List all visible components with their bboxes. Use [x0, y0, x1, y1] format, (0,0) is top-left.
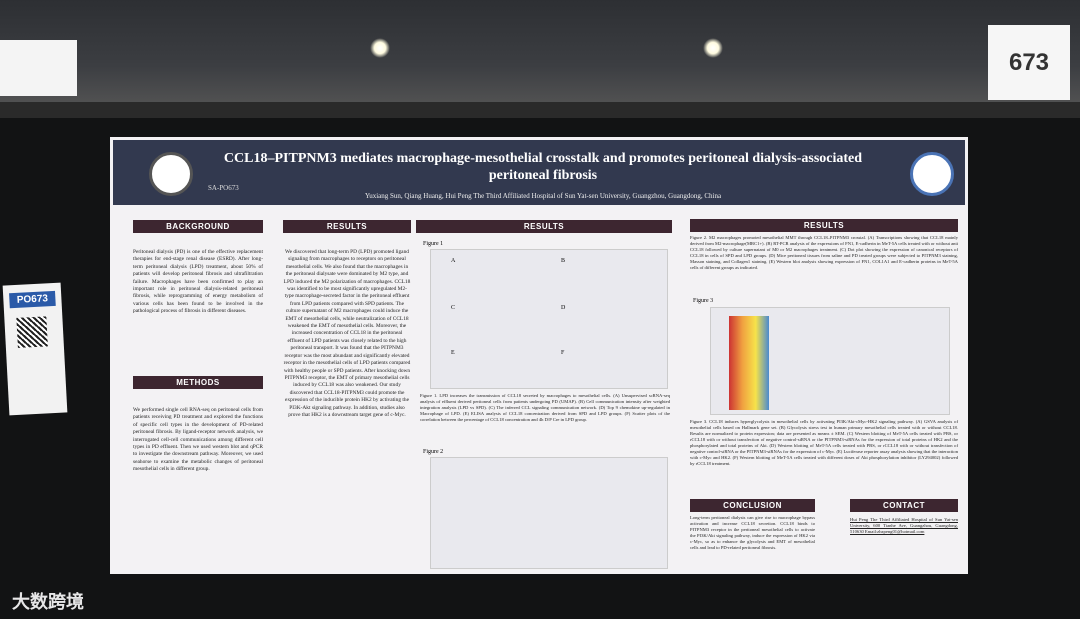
background-text: Peritoneal dialysis (PD) is one of the e… — [133, 249, 263, 315]
figure-caption: Figure 2. M2 macrophages promoted mesoth… — [690, 235, 958, 270]
section-heading: RESULTS — [690, 219, 958, 232]
section-heading: METHODS — [133, 376, 263, 389]
light — [370, 38, 390, 58]
poster-header: CCL18–PITPNM3 mediates macrophage-mesoth… — [113, 140, 965, 205]
light — [703, 38, 723, 58]
qr-code — [16, 316, 48, 348]
figure-2 — [430, 457, 668, 569]
watermark: 大数跨境 — [12, 592, 84, 613]
poster-id: SA-PO673 — [208, 184, 239, 192]
section-heading: RESULTS — [283, 220, 411, 233]
heatmap — [729, 316, 769, 410]
poster-title: CCL18–PITPNM3 mediates macrophage-mesoth… — [223, 151, 863, 183]
board-number: 673 — [988, 25, 1070, 100]
panel-letter: A — [451, 258, 456, 264]
figure-caption: Figure 1. LPD increases the transmission… — [420, 393, 670, 422]
figure-label: Figure 1 — [423, 241, 444, 247]
section-heading: CONCLUSION — [690, 499, 815, 512]
poster: CCL18–PITPNM3 mediates macrophage-mesoth… — [110, 137, 968, 574]
contact-text: Hui Peng The Third Affiliated Hospital o… — [850, 517, 958, 534]
figure-label: Figure 2 — [423, 449, 444, 455]
ceiling — [0, 0, 1080, 110]
figure-caption: Figure 3. CCL18 induces hyperglycolysis … — [690, 419, 958, 466]
figure-3 — [710, 307, 950, 415]
panel-letter: F — [561, 350, 565, 356]
panel-letter: D — [561, 305, 566, 311]
section-heading: RESULTS — [416, 220, 672, 233]
figure-1: A B C D E F — [430, 249, 668, 389]
authors: Yuxiang Sun, Qiang Huang, Hui Peng The T… — [364, 192, 722, 200]
panel-letter: E — [451, 350, 455, 356]
panel-letter: B — [561, 258, 566, 264]
section-heading: BACKGROUND — [133, 220, 263, 233]
panel-letter: C — [451, 305, 456, 311]
logo — [910, 152, 954, 196]
methods-text: We performed single cell RNA-seq on peri… — [133, 407, 263, 473]
badge: PO673 — [2, 282, 68, 416]
figure-label: Figure 3 — [693, 298, 714, 304]
sign-card — [0, 40, 77, 96]
badge-code: PO673 — [9, 290, 56, 309]
results-text: We discovered that long-term PD (LPD) pr… — [283, 249, 411, 418]
board-top — [0, 102, 1080, 122]
section-heading: CONTACT — [850, 499, 958, 512]
conclusion-text: Long-term peritoneal dialysis can give r… — [690, 515, 815, 550]
logo — [149, 152, 193, 196]
